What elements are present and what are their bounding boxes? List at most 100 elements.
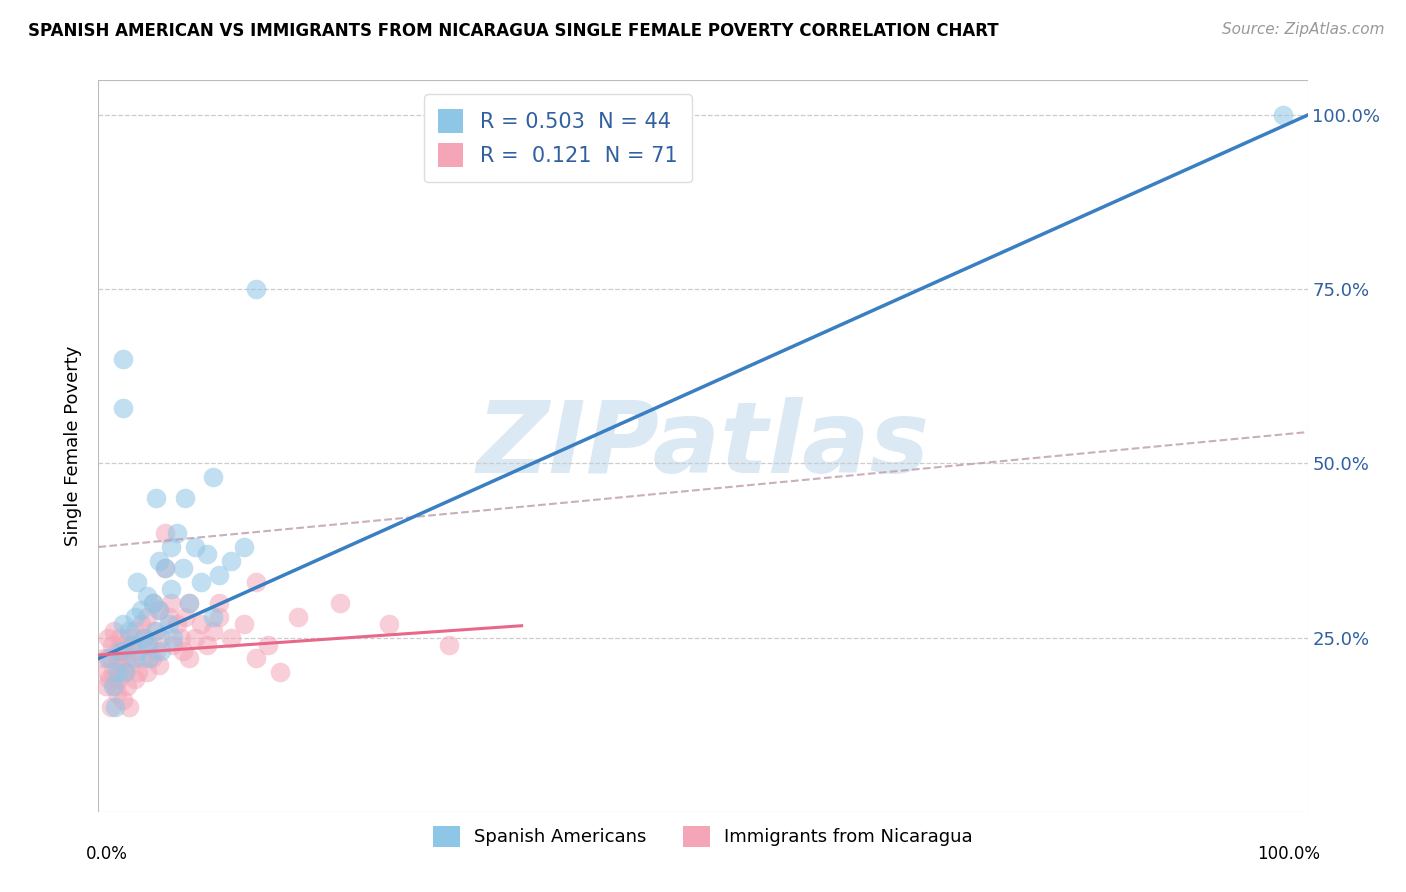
Point [97, 631, 120, 645]
Point [179, 596, 201, 610]
Point [148, 554, 170, 568]
Point [124, 673, 146, 687]
Text: ZIPatlas: ZIPatlas [477, 398, 929, 494]
Point [179, 596, 201, 610]
Point [105, 686, 128, 700]
Point [148, 603, 170, 617]
Point [202, 609, 225, 624]
Point [138, 638, 160, 652]
Point [135, 638, 157, 652]
Point [169, 631, 191, 645]
Point [131, 651, 153, 665]
Text: 0.0%: 0.0% [86, 845, 128, 863]
Point [174, 491, 197, 506]
Point [245, 651, 267, 665]
Point [127, 574, 149, 589]
Point [115, 651, 138, 665]
Point [111, 401, 134, 415]
Point [118, 700, 141, 714]
Point [208, 567, 231, 582]
Point [190, 616, 212, 631]
Point [127, 644, 149, 658]
Point [127, 665, 149, 680]
Point [117, 679, 139, 693]
Point [110, 658, 132, 673]
Point [135, 589, 157, 603]
Point [172, 561, 194, 575]
Point [129, 603, 152, 617]
Point [166, 526, 188, 541]
Point [100, 651, 122, 665]
Point [104, 679, 127, 693]
Point [172, 644, 194, 658]
Point [108, 673, 131, 687]
Point [232, 616, 254, 631]
Point [108, 644, 131, 658]
Point [162, 638, 184, 652]
Point [232, 540, 254, 554]
Point [162, 631, 184, 645]
Point [221, 631, 243, 645]
Legend: Spanish Americans, Immigrants from Nicaragua: Spanish Americans, Immigrants from Nicar… [426, 819, 980, 854]
Point [121, 638, 143, 652]
Point [93, 651, 115, 665]
Point [160, 596, 183, 610]
Point [142, 596, 165, 610]
Point [1272, 108, 1295, 122]
Point [145, 491, 167, 506]
Point [112, 638, 135, 652]
Point [105, 644, 128, 658]
Point [114, 665, 136, 680]
Point [101, 665, 124, 680]
Point [208, 609, 231, 624]
Point [114, 665, 136, 680]
Point [105, 665, 128, 680]
Point [287, 609, 309, 624]
Point [121, 638, 143, 652]
Point [157, 616, 180, 631]
Point [174, 609, 197, 624]
Point [96, 665, 118, 680]
Point [153, 561, 176, 575]
Point [135, 665, 157, 680]
Point [190, 574, 212, 589]
Point [148, 658, 170, 673]
Point [184, 540, 207, 554]
Point [437, 638, 460, 652]
Point [195, 638, 218, 652]
Point [135, 609, 157, 624]
Point [195, 547, 218, 561]
Point [138, 651, 160, 665]
Point [142, 596, 165, 610]
Point [377, 616, 399, 631]
Point [148, 603, 170, 617]
Point [118, 658, 141, 673]
Point [111, 644, 134, 658]
Point [329, 596, 352, 610]
Point [98, 673, 121, 687]
Text: SPANISH AMERICAN VS IMMIGRANTS FROM NICARAGUA SINGLE FEMALE POVERTY CORRELATION : SPANISH AMERICAN VS IMMIGRANTS FROM NICA… [28, 22, 998, 40]
Point [103, 624, 125, 638]
Point [124, 651, 146, 665]
Point [202, 470, 225, 484]
Point [134, 631, 156, 645]
Point [157, 609, 180, 624]
Point [111, 693, 134, 707]
Point [145, 624, 167, 638]
Point [124, 609, 146, 624]
Point [221, 554, 243, 568]
Point [97, 651, 120, 665]
Point [107, 651, 129, 665]
Point [184, 631, 207, 645]
Point [129, 616, 152, 631]
Text: Source: ZipAtlas.com: Source: ZipAtlas.com [1222, 22, 1385, 37]
Point [143, 624, 166, 638]
Y-axis label: Single Female Poverty: Single Female Poverty [65, 346, 83, 546]
Point [111, 616, 134, 631]
Point [160, 540, 183, 554]
Point [100, 638, 122, 652]
Point [245, 574, 267, 589]
Point [111, 351, 134, 366]
Point [153, 526, 176, 541]
Point [208, 596, 231, 610]
